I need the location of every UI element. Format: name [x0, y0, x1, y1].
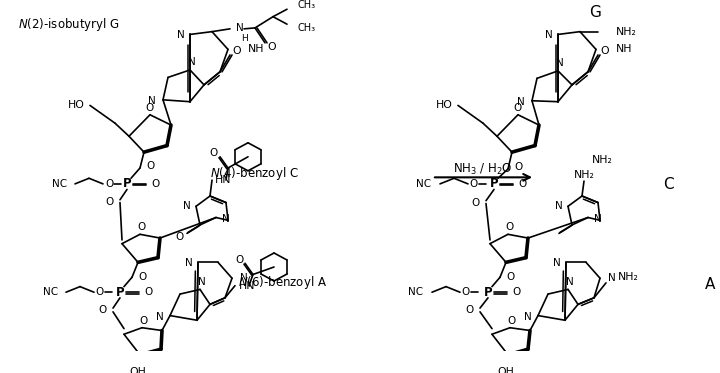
Text: O: O — [138, 272, 146, 282]
Text: N: N — [553, 258, 561, 268]
Text: N: N — [566, 277, 574, 287]
Text: HN: HN — [215, 175, 232, 185]
Text: P: P — [122, 178, 131, 190]
Text: N: N — [240, 273, 248, 283]
Text: NC: NC — [416, 179, 431, 189]
Text: N: N — [148, 96, 156, 106]
Text: NH₂: NH₂ — [618, 272, 639, 282]
Text: N: N — [222, 214, 230, 225]
Text: N: N — [236, 23, 244, 33]
Text: NH$_3$ / H$_2$O: NH$_3$ / H$_2$O — [453, 162, 513, 178]
Text: P: P — [116, 286, 125, 299]
Text: NH: NH — [616, 44, 632, 54]
Text: HO: HO — [436, 100, 453, 110]
Text: H: H — [241, 34, 248, 43]
Text: OH: OH — [498, 367, 514, 373]
Text: HO: HO — [68, 100, 85, 110]
Text: OH: OH — [130, 367, 146, 373]
Text: O: O — [518, 179, 526, 189]
Text: P: P — [490, 178, 498, 190]
Text: N: N — [608, 273, 616, 283]
Text: O: O — [466, 305, 474, 315]
Text: C: C — [662, 177, 673, 192]
Text: O: O — [99, 305, 107, 315]
Text: $\it{N}$(2)-isobutyryl G: $\it{N}$(2)-isobutyryl G — [18, 16, 120, 33]
Text: O: O — [512, 287, 521, 297]
Text: O: O — [140, 316, 148, 326]
Text: O: O — [470, 179, 478, 189]
Text: O: O — [506, 272, 514, 282]
Text: O: O — [106, 197, 114, 207]
Text: NH₂: NH₂ — [592, 154, 613, 164]
Text: O: O — [514, 162, 522, 172]
Text: NH₂: NH₂ — [574, 170, 595, 179]
Text: N: N — [524, 311, 532, 322]
Text: G: G — [589, 4, 601, 19]
Text: O: O — [268, 41, 276, 51]
Text: N: N — [555, 201, 563, 211]
Text: N: N — [156, 311, 164, 322]
Text: O: O — [513, 103, 521, 113]
Text: O: O — [600, 46, 609, 56]
Text: O: O — [506, 222, 514, 232]
Text: P: P — [484, 286, 492, 299]
Text: N: N — [556, 59, 564, 68]
Text: O: O — [235, 254, 243, 264]
Text: O: O — [462, 287, 470, 297]
Text: N: N — [177, 30, 185, 40]
Text: N: N — [188, 57, 196, 68]
Text: O: O — [144, 287, 152, 297]
Text: NC: NC — [408, 287, 423, 297]
Text: N: N — [198, 277, 206, 287]
Text: O: O — [105, 179, 113, 189]
Text: $\it{N}$(6)-benzoyl A: $\it{N}$(6)-benzoyl A — [238, 273, 327, 291]
Text: O: O — [151, 179, 159, 189]
Text: NC: NC — [43, 287, 58, 297]
Text: $\it{N}$(4)-benzoyl C: $\it{N}$(4)-benzoyl C — [210, 165, 299, 182]
Text: O: O — [96, 287, 104, 297]
Text: N: N — [545, 30, 553, 40]
Text: N: N — [184, 201, 191, 211]
Text: A: A — [705, 277, 715, 292]
Text: N: N — [517, 97, 525, 107]
Text: O: O — [508, 316, 516, 326]
Text: N: N — [185, 258, 193, 268]
Text: HN: HN — [239, 280, 256, 291]
Text: O: O — [210, 148, 218, 158]
Text: O: O — [145, 103, 153, 113]
Text: NH: NH — [248, 44, 264, 54]
Text: O: O — [233, 46, 241, 56]
Text: O: O — [138, 222, 146, 232]
Text: O: O — [146, 161, 154, 171]
Text: O: O — [176, 232, 184, 242]
Text: N: N — [594, 214, 602, 225]
Text: O: O — [472, 198, 480, 207]
Text: CH₃: CH₃ — [297, 0, 315, 10]
Text: NH₂: NH₂ — [616, 26, 637, 37]
Text: CH₃: CH₃ — [297, 23, 315, 33]
Text: NC: NC — [52, 179, 67, 189]
